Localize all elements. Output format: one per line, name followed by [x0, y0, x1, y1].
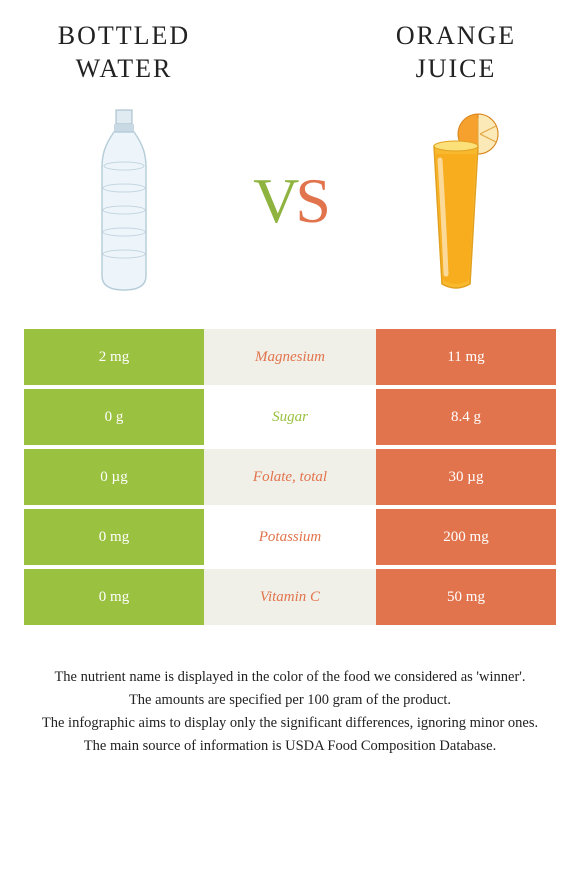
vs-label: VS [253, 164, 327, 238]
table-row: 0 gSugar8.4 g [24, 389, 556, 445]
right-title-line2: JUICE [416, 54, 497, 83]
right-value-cell: 8.4 g [376, 389, 556, 445]
right-value-cell: 50 mg [376, 569, 556, 625]
nutrient-label-cell: Folate, total [204, 449, 376, 505]
table-row: 2 mgMagnesium11 mg [24, 329, 556, 385]
nutrient-label-cell: Magnesium [204, 329, 376, 385]
left-value-cell: 0 mg [24, 509, 204, 565]
footnote-line: The nutrient name is displayed in the co… [30, 667, 550, 688]
left-title-line1: BOTTLED [58, 21, 190, 50]
left-value-cell: 0 g [24, 389, 204, 445]
images-row: VS [24, 101, 556, 301]
footnote-line: The amounts are specified per 100 gram o… [30, 690, 550, 711]
left-value-cell: 0 mg [24, 569, 204, 625]
right-value-cell: 11 mg [376, 329, 556, 385]
orange-juice-icon [376, 101, 536, 301]
nutrient-label-cell: Potassium [204, 509, 376, 565]
right-title-line1: ORANGE [396, 21, 516, 50]
comparison-table: 2 mgMagnesium11 mg0 gSugar8.4 g0 µgFolat… [24, 329, 556, 625]
vs-s-letter: S [295, 165, 327, 236]
vs-v-letter: V [253, 165, 295, 236]
left-product-title: BOTTLED WATER [24, 20, 224, 85]
right-product-title: ORANGE JUICE [356, 20, 556, 85]
header-row: BOTTLED WATER ORANGE JUICE [24, 20, 556, 85]
table-row: 0 mgVitamin C50 mg [24, 569, 556, 625]
water-bottle-icon [44, 101, 204, 301]
footnotes: The nutrient name is displayed in the co… [24, 667, 556, 757]
right-value-cell: 200 mg [376, 509, 556, 565]
table-row: 0 µgFolate, total30 µg [24, 449, 556, 505]
footnote-line: The main source of information is USDA F… [30, 736, 550, 757]
footnote-line: The infographic aims to display only the… [30, 713, 550, 734]
left-value-cell: 0 µg [24, 449, 204, 505]
left-value-cell: 2 mg [24, 329, 204, 385]
nutrient-label-cell: Sugar [204, 389, 376, 445]
table-row: 0 mgPotassium200 mg [24, 509, 556, 565]
infographic-container: BOTTLED WATER ORANGE JUICE VS [0, 0, 580, 874]
right-value-cell: 30 µg [376, 449, 556, 505]
nutrient-label-cell: Vitamin C [204, 569, 376, 625]
left-title-line2: WATER [76, 54, 173, 83]
